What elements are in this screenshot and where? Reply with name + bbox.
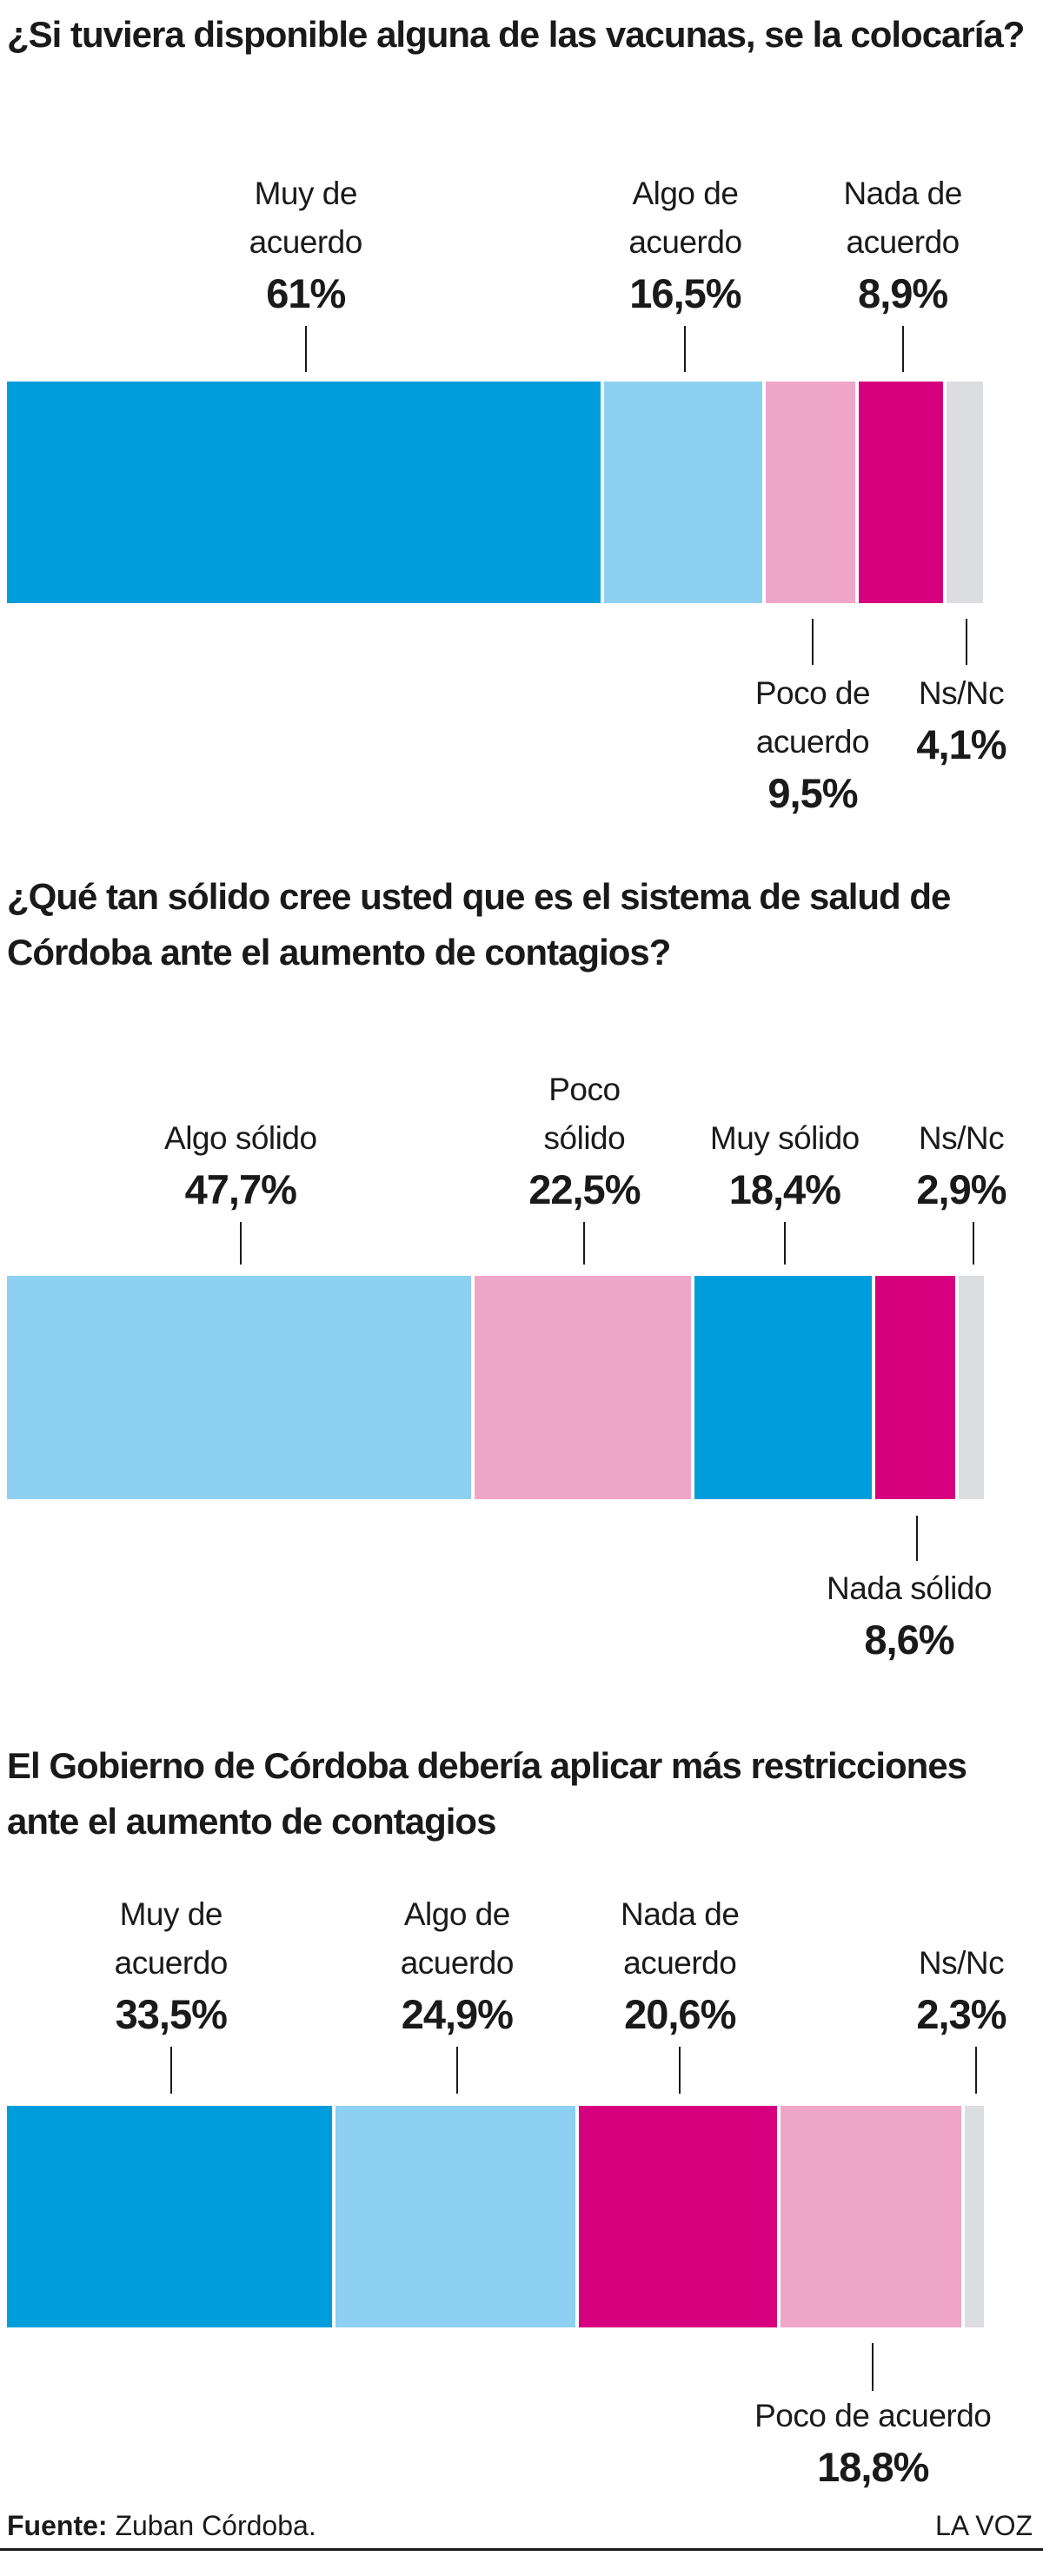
value-label: 9,5% bbox=[767, 770, 858, 816]
bar-segment bbox=[335, 2106, 580, 2327]
bar-segment bbox=[7, 1276, 475, 1499]
category-label: Muy sólido bbox=[709, 1120, 860, 1156]
leader-line bbox=[583, 1222, 586, 1265]
bar-segment bbox=[946, 382, 987, 603]
footer-rule bbox=[0, 2548, 1043, 2551]
category-label: Poco sólido bbox=[543, 1072, 626, 1156]
value-label: 8,6% bbox=[864, 1617, 954, 1663]
bar-segment bbox=[766, 382, 860, 603]
leader-line bbox=[239, 1222, 242, 1265]
chart-title: ¿Si tuviera disponible alguna de las vac… bbox=[7, 14, 1025, 55]
bar-segment bbox=[604, 382, 767, 603]
bar-segment bbox=[7, 382, 605, 603]
category-label: Algo sólido bbox=[164, 1120, 317, 1156]
category-label: Poco de acuerdo bbox=[754, 675, 871, 760]
category-label: Muy de acuerdo bbox=[249, 176, 363, 260]
category-label: Nada de acuerdo bbox=[843, 176, 962, 260]
segment-label: Ns/Nc 2,9% bbox=[883, 1114, 1040, 1217]
segment-label: Algo de acuerdo 16,5% bbox=[607, 169, 763, 321]
leader-line bbox=[684, 326, 687, 372]
leader-line bbox=[679, 2047, 681, 2094]
category-label: Algo de acuerdo bbox=[628, 176, 742, 260]
bar-segment bbox=[781, 2106, 966, 2327]
source: Fuente: Zuban Córdoba. bbox=[7, 2506, 316, 2545]
value-label: 18,4% bbox=[728, 1166, 841, 1212]
source-text: Zuban Córdoba. bbox=[115, 2510, 316, 2541]
segment-label: Nada de acuerdo 8,9% bbox=[825, 169, 981, 321]
value-label: 61% bbox=[266, 270, 346, 316]
leader-line bbox=[901, 326, 904, 372]
value-label: 20,6% bbox=[624, 1991, 736, 2037]
segment-label: Ns/Nc 4,1% bbox=[883, 669, 1040, 772]
segment-label: Muy de acuerdo 33,5% bbox=[93, 1890, 249, 2042]
leader-line bbox=[965, 619, 967, 665]
leader-line bbox=[169, 2047, 172, 2094]
chart-title: El Gobierno de Córdoba debería aplicar m… bbox=[7, 1745, 967, 1842]
value-label: 33,5% bbox=[115, 1991, 228, 2037]
segment-label: Poco sólido 22,5% bbox=[506, 1066, 662, 1217]
value-label: 22,5% bbox=[528, 1166, 641, 1212]
segment-label: Muy sólido 18,4% bbox=[707, 1114, 863, 1217]
segment-label: Muy de acuerdo 61% bbox=[228, 169, 384, 321]
bar-segment bbox=[859, 382, 947, 603]
bar-segment bbox=[874, 1276, 960, 1499]
leader-line bbox=[872, 2343, 874, 2391]
leader-line bbox=[972, 1222, 974, 1265]
bar-segment bbox=[694, 1276, 875, 1499]
value-label: 8,9% bbox=[858, 270, 948, 316]
brand: LA VOZ bbox=[934, 2510, 1033, 2541]
category-label: Ns/Nc bbox=[918, 1945, 1005, 1981]
segment-label: Ns/Nc 2,3% bbox=[883, 1939, 1040, 2042]
bar-segment bbox=[7, 2106, 335, 2327]
category-label: Ns/Nc bbox=[918, 675, 1005, 711]
segment-label: Poco de acuerdo 9,5% bbox=[734, 669, 891, 820]
value-label: 16,5% bbox=[629, 270, 741, 316]
segment-label: Poco de acuerdo 18,8% bbox=[742, 2392, 1003, 2494]
value-label: 2,9% bbox=[916, 1166, 1006, 1212]
value-label: 47,7% bbox=[184, 1166, 297, 1212]
value-label: 24,9% bbox=[401, 1991, 514, 2037]
chart-title: ¿Qué tan sólido cree usted que es el sis… bbox=[7, 876, 951, 973]
category-label: Muy de acuerdo bbox=[114, 1896, 229, 1981]
category-label: Nada sólido bbox=[827, 1570, 992, 1606]
segment-label: Algo sólido 47,7% bbox=[163, 1114, 319, 1217]
source-label: Fuente: bbox=[7, 2510, 108, 2541]
category-label: Ns/Nc bbox=[918, 1120, 1005, 1156]
leader-line bbox=[975, 2047, 978, 2094]
bar-segment bbox=[474, 1276, 695, 1499]
category-label: Nada de acuerdo bbox=[621, 1896, 740, 1981]
segment-label: Nada sólido 8,6% bbox=[779, 1564, 1040, 1667]
bar-segment bbox=[965, 2106, 988, 2327]
leader-line bbox=[783, 1222, 786, 1265]
segment-label: Nada de acuerdo 20,6% bbox=[601, 1890, 758, 2042]
segment-label: Algo de acuerdo 24,9% bbox=[379, 1890, 535, 2042]
value-label: 18,8% bbox=[817, 2444, 929, 2490]
leader-line bbox=[811, 619, 814, 665]
leader-line bbox=[915, 1516, 918, 1561]
bar-segment bbox=[579, 2106, 781, 2327]
value-label: 2,3% bbox=[916, 1991, 1006, 2037]
value-label: 4,1% bbox=[916, 721, 1006, 767]
leader-line bbox=[304, 326, 307, 372]
category-label: Poco de acuerdo bbox=[754, 2398, 992, 2433]
bar-segment bbox=[959, 1276, 988, 1499]
leader-line bbox=[455, 2047, 458, 2094]
category-label: Algo de acuerdo bbox=[400, 1896, 515, 1981]
